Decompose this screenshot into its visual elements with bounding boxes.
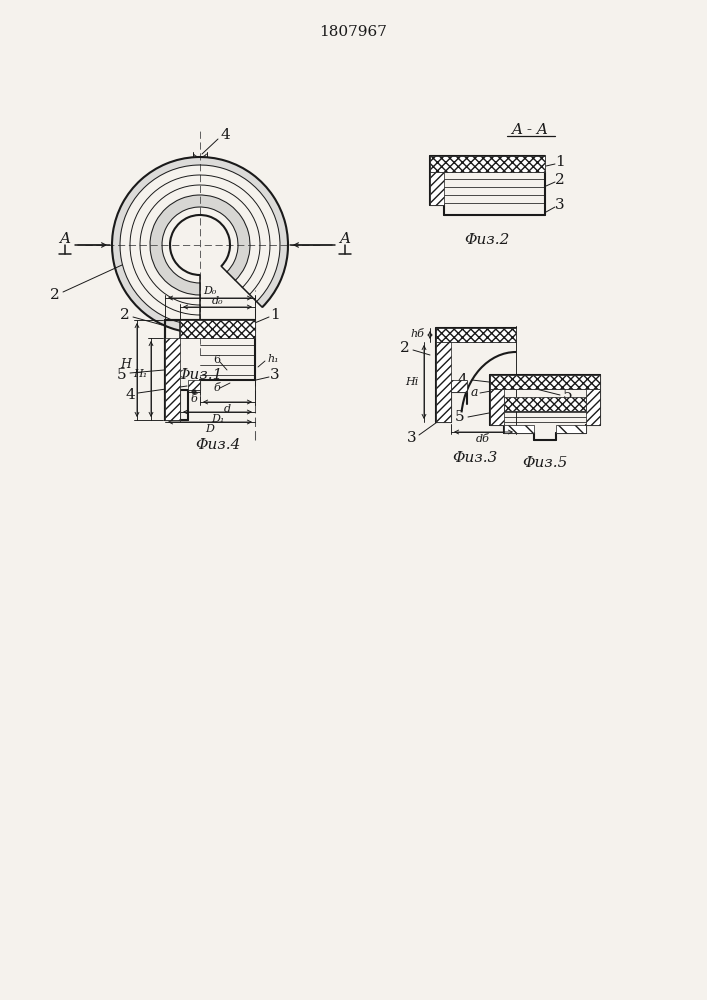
Text: 4: 4	[125, 388, 135, 402]
Text: 2: 2	[50, 288, 60, 302]
Text: 2: 2	[555, 173, 565, 187]
Text: D₁: D₁	[211, 414, 224, 424]
Text: 5: 5	[455, 410, 464, 424]
Bar	[165, 338, 180, 420]
Text: 4: 4	[220, 128, 230, 142]
Text: d: d	[224, 404, 231, 414]
Text: D₀: D₀	[204, 286, 216, 296]
Text: d₀: d₀	[211, 296, 223, 306]
Text: 1: 1	[555, 155, 565, 169]
Bar	[436, 328, 516, 342]
Text: D: D	[206, 424, 214, 434]
Text: Φиз.3: Φиз.3	[452, 451, 498, 465]
Text: 1: 1	[270, 308, 280, 322]
Bar	[430, 172, 444, 205]
Bar	[490, 375, 600, 389]
Bar	[556, 425, 586, 433]
Bar	[180, 320, 255, 338]
Text: A - A: A - A	[512, 123, 549, 137]
Text: 5: 5	[563, 388, 573, 402]
Text: H₁: H₁	[133, 369, 147, 379]
Text: б: б	[214, 383, 221, 393]
Text: Φиз.2: Φиз.2	[464, 233, 510, 247]
Text: Φиз.1: Φиз.1	[177, 368, 223, 382]
Text: H: H	[120, 359, 131, 371]
Text: Hi: Hi	[404, 377, 418, 387]
Text: A: A	[59, 232, 71, 246]
Text: h₁: h₁	[267, 354, 279, 364]
Text: hб: hб	[410, 329, 424, 339]
Text: а: а	[470, 385, 478, 398]
Text: 1807967: 1807967	[319, 25, 387, 39]
Text: Φиз.4: Φиз.4	[195, 438, 240, 452]
Bar	[451, 380, 467, 392]
Text: 3: 3	[270, 368, 280, 382]
Text: б: б	[191, 394, 197, 404]
Text: 3: 3	[407, 431, 417, 445]
Bar	[504, 425, 534, 433]
Bar	[188, 380, 200, 390]
Text: 4: 4	[457, 373, 467, 387]
Polygon shape	[150, 195, 250, 295]
Polygon shape	[112, 157, 288, 333]
Bar	[430, 156, 545, 172]
Text: 3: 3	[555, 198, 565, 212]
Bar	[586, 389, 600, 425]
Text: Φиз.5: Φиз.5	[522, 456, 568, 470]
Bar	[504, 397, 586, 411]
Text: A: A	[339, 232, 351, 246]
Text: dб: dб	[476, 434, 490, 444]
Bar	[490, 389, 504, 425]
Text: 2: 2	[400, 341, 410, 355]
Text: 5: 5	[117, 368, 127, 382]
Text: 2: 2	[120, 308, 130, 322]
Text: 6: 6	[214, 355, 221, 365]
Bar	[436, 342, 451, 422]
